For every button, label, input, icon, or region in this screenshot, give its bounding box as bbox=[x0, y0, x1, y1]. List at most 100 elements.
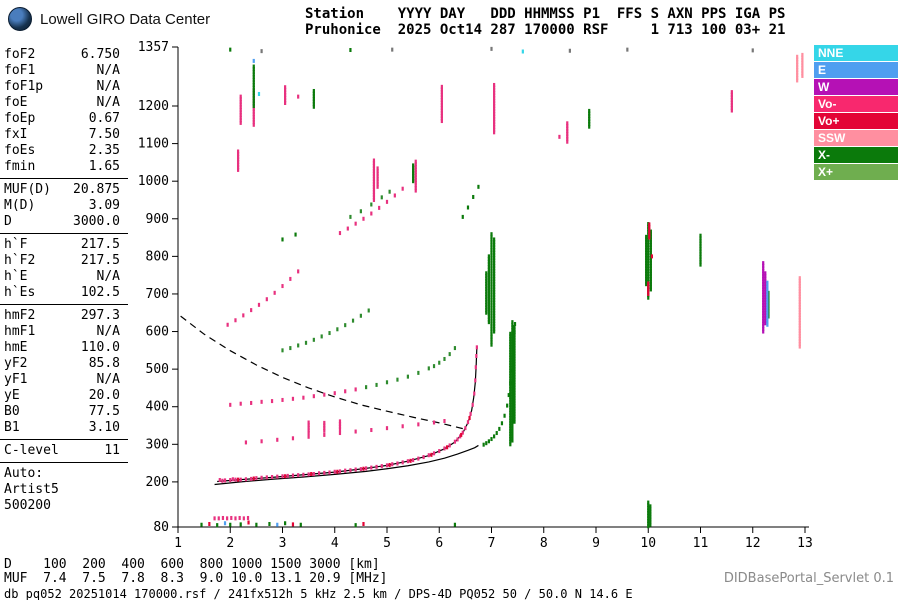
parameter-value: 0.67 bbox=[88, 111, 120, 126]
svg-text:8: 8 bbox=[540, 536, 548, 551]
parameter-row: Artist5 bbox=[0, 482, 128, 498]
parameter-value: 217.5 bbox=[80, 237, 120, 252]
parameter-label: hmE bbox=[4, 340, 28, 355]
parameter-row: B1 3.10 bbox=[0, 420, 128, 436]
svg-text:10: 10 bbox=[640, 536, 656, 551]
svg-text:9: 9 bbox=[592, 536, 600, 551]
parameter-value: 3.10 bbox=[88, 420, 120, 435]
parameter-row: MUF(D) 20.875 bbox=[0, 182, 128, 198]
svg-text:80: 80 bbox=[153, 520, 169, 535]
station-header-line1: Station YYYY DAY DDD HHMMSS P1 FFS S AXN… bbox=[305, 6, 786, 22]
parameter-value: N/A bbox=[96, 79, 120, 94]
station-header-line2: Pruhonice 2025 Oct14 287 170000 RSF 1 71… bbox=[305, 22, 786, 38]
parameter-label: M(D) bbox=[4, 198, 36, 213]
parameter-row: B0 77.5 bbox=[0, 404, 128, 420]
brand-title: Lowell GIRO Data Center bbox=[40, 10, 211, 28]
parameter-value: 110.0 bbox=[80, 340, 120, 355]
parameter-group: MUF(D) 20.875 M(D) 3.09 D 3000.0 bbox=[0, 179, 128, 234]
svg-text:2: 2 bbox=[226, 536, 234, 551]
parameter-label: h`F2 bbox=[4, 253, 36, 268]
brand: Lowell GIRO Data Center bbox=[8, 7, 210, 31]
parameter-label: foE bbox=[4, 95, 28, 110]
parameter-label: h`Es bbox=[4, 285, 36, 300]
svg-text:1100: 1100 bbox=[138, 137, 169, 152]
parameter-label: Auto: bbox=[4, 466, 44, 481]
parameter-row: foF2 6.750 bbox=[0, 47, 128, 63]
parameter-group: Auto: Artist5 500200 bbox=[0, 463, 128, 517]
parameter-label: B1 bbox=[4, 420, 20, 435]
parameter-label: h`E bbox=[4, 269, 28, 284]
parameter-label: foEs bbox=[4, 143, 36, 158]
parameter-group: hmF2 297.3 hmF1 N/A hmE 110.0 yF2 85.8 yF1 N/A yE 2… bbox=[0, 305, 128, 440]
parameter-value: N/A bbox=[96, 372, 120, 387]
giro-logo-icon bbox=[8, 7, 32, 31]
parameter-row: foF1 N/A bbox=[0, 63, 128, 79]
parameter-row: foF1p N/A bbox=[0, 79, 128, 95]
legend-item-ssw: SSW bbox=[814, 130, 898, 146]
parameter-label: fmin bbox=[4, 159, 36, 174]
parameter-row: fxI 7.50 bbox=[0, 127, 128, 143]
parameter-row: fmin 1.65 bbox=[0, 159, 128, 175]
parameter-value: N/A bbox=[96, 95, 120, 110]
parameter-label: fxI bbox=[4, 127, 28, 142]
parameter-value: 1.65 bbox=[88, 159, 120, 174]
parameter-row: h`F2 217.5 bbox=[0, 253, 128, 269]
parameter-value: 11 bbox=[104, 443, 120, 458]
parameter-value: 3000.0 bbox=[73, 214, 120, 229]
footer-db-info: db pq052 20251014 170000.rsf / 241fx512h… bbox=[4, 587, 633, 600]
svg-text:200: 200 bbox=[146, 475, 169, 490]
parameter-label: C-level bbox=[4, 443, 59, 458]
parameter-label: Artist5 bbox=[4, 482, 59, 497]
svg-text:800: 800 bbox=[146, 249, 169, 264]
parameter-label: yF2 bbox=[4, 356, 28, 371]
parameter-label: 500200 bbox=[4, 498, 51, 513]
parameter-label: yE bbox=[4, 388, 20, 403]
parameter-row: foEp 0.67 bbox=[0, 111, 128, 127]
parameter-value: 77.5 bbox=[88, 404, 120, 419]
parameter-row: foE N/A bbox=[0, 95, 128, 111]
parameter-group: C-level 11 bbox=[0, 440, 128, 463]
parameter-row: yE 20.0 bbox=[0, 388, 128, 404]
parameter-row: foEs 2.35 bbox=[0, 143, 128, 159]
parameter-value: N/A bbox=[96, 269, 120, 284]
parameter-row: h`F 217.5 bbox=[0, 237, 128, 253]
parameter-group: foF2 6.750 foF1 N/A foF1p N/A foE N/A foEp 0.67 fx… bbox=[0, 44, 128, 179]
svg-text:900: 900 bbox=[146, 212, 169, 227]
svg-text:300: 300 bbox=[146, 437, 169, 452]
parameter-label: hmF2 bbox=[4, 308, 36, 323]
legend-item-vo: Vo- bbox=[814, 96, 898, 112]
parameter-label: D bbox=[4, 214, 12, 229]
legend-item-x: X+ bbox=[814, 164, 898, 180]
parameter-label: hmF1 bbox=[4, 324, 36, 339]
parameter-value: N/A bbox=[96, 324, 120, 339]
parameter-label: foEp bbox=[4, 111, 36, 126]
legend-item-w: W bbox=[814, 79, 898, 95]
svg-text:7: 7 bbox=[488, 536, 496, 551]
parameter-row: hmF1 N/A bbox=[0, 324, 128, 340]
muf-table: D 100 200 400 600 800 1000 1500 3000 [km… bbox=[4, 557, 388, 586]
parameter-value: 20.0 bbox=[88, 388, 120, 403]
svg-text:11: 11 bbox=[693, 536, 709, 551]
parameter-value: 217.5 bbox=[80, 253, 120, 268]
parameter-label: MUF(D) bbox=[4, 182, 51, 197]
parameter-row: hmF2 297.3 bbox=[0, 308, 128, 324]
parameter-value: 7.50 bbox=[88, 127, 120, 142]
parameter-row: M(D) 3.09 bbox=[0, 198, 128, 214]
parameter-row: 500200 bbox=[0, 498, 128, 514]
legend-item-e: E bbox=[814, 62, 898, 78]
svg-text:1: 1 bbox=[174, 536, 182, 551]
parameter-row: h`Es 102.5 bbox=[0, 285, 128, 301]
parameter-value: N/A bbox=[96, 63, 120, 78]
svg-text:400: 400 bbox=[146, 400, 169, 415]
svg-text:600: 600 bbox=[146, 325, 169, 340]
echo-type-legend: NNE E W Vo- Vo+ SSW X- X+ bbox=[814, 45, 898, 181]
parameter-group: h`F 217.5 h`F2 217.5 h`E N/A h`Es 102.5 bbox=[0, 234, 128, 305]
parameter-row: h`E N/A bbox=[0, 269, 128, 285]
parameter-label: yF1 bbox=[4, 372, 28, 387]
legend-item-x: X- bbox=[814, 147, 898, 163]
parameter-row: D 3000.0 bbox=[0, 214, 128, 230]
svg-text:4: 4 bbox=[331, 536, 339, 551]
parameter-value: 20.875 bbox=[73, 182, 120, 197]
